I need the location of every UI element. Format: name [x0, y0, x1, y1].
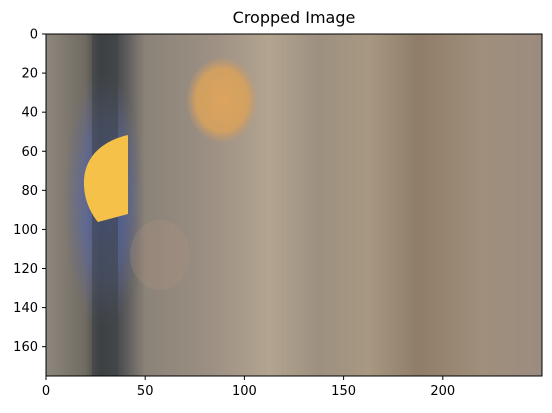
- x-tick-label: 0: [42, 384, 50, 399]
- faint-reflection: [130, 220, 190, 290]
- x-tick-label: 200: [430, 384, 455, 399]
- y-tick-label: 80: [21, 184, 38, 199]
- y-axis-ticks: 0 20 40 60 80 100 120 140 160: [13, 28, 46, 355]
- y-tick-label: 20: [21, 67, 38, 82]
- image-content: [46, 34, 542, 376]
- chart-title: Cropped Image: [233, 8, 356, 27]
- x-tick-label: 100: [232, 384, 257, 399]
- orange-light: [187, 58, 257, 142]
- axes-frame: [45, 33, 543, 377]
- y-tick-label: 60: [21, 145, 38, 160]
- y-tick-label: 160: [13, 340, 38, 355]
- x-axis-ticks: 0 50 100 150 200: [42, 376, 455, 399]
- y-tick-label: 140: [13, 301, 38, 316]
- yellow-light: [83, 135, 128, 222]
- x-tick-label: 50: [137, 384, 154, 399]
- x-tick-label: 150: [331, 384, 356, 399]
- y-tick-label: 120: [13, 262, 38, 277]
- y-tick-label: 40: [21, 106, 38, 121]
- y-tick-label: 100: [13, 223, 38, 238]
- y-tick-label: 0: [30, 28, 38, 43]
